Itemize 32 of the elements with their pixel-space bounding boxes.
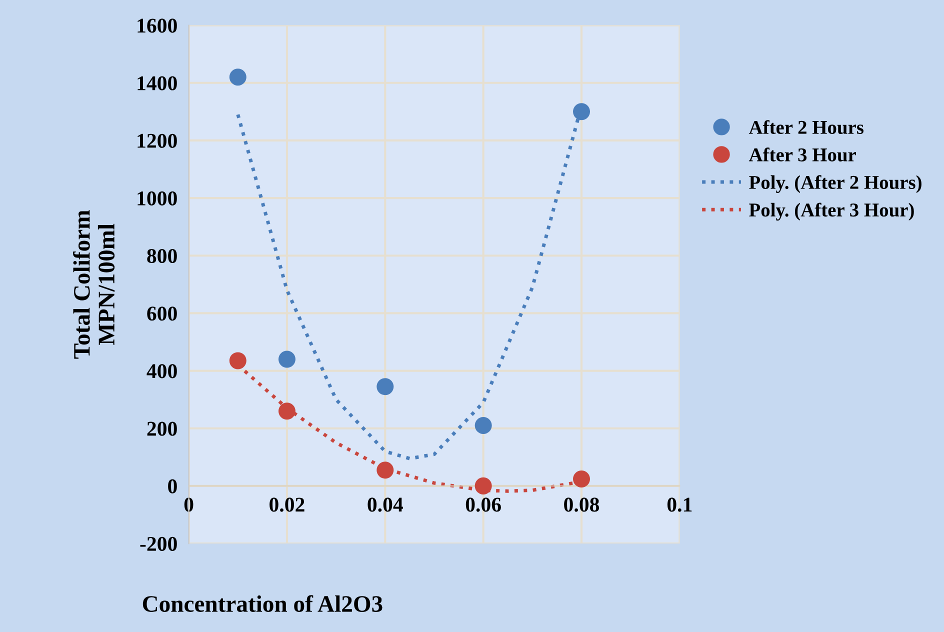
y-tick-label: 600 (147, 306, 177, 321)
y-tick-label: -200 (140, 536, 177, 551)
y-tick-label: 1600 (138, 18, 177, 33)
point (278, 350, 296, 368)
point (474, 477, 492, 494)
legend-label: After 2 Hours (748, 120, 864, 134)
y-tick-label: 1000 (138, 191, 177, 206)
x-tick-label: 0.06 (466, 498, 501, 512)
y-tick-label: 200 (147, 422, 177, 436)
point (573, 103, 590, 120)
x-axis-title: Concentration of Al2O3 (142, 595, 382, 612)
point (278, 402, 296, 420)
legend-label: After 3 Hour (748, 148, 856, 162)
y-tick-label: 800 (147, 248, 177, 264)
x-tick-label: 0 (184, 498, 194, 512)
point (474, 416, 492, 434)
point (376, 378, 394, 396)
y-tick-label: 0 (168, 479, 177, 494)
legend-label: Poly. (After 3 Hour) (749, 202, 914, 221)
x-tick-label: 0.08 (564, 498, 600, 512)
point (229, 68, 246, 86)
x-tick-label: 0.04 (368, 498, 403, 512)
point (376, 462, 394, 479)
x-tick-label: 0.1 (667, 498, 692, 512)
y-tick-label: 400 (146, 364, 177, 378)
x-tick-label: 0.02 (270, 498, 304, 512)
y-axis-title: Total Coliform MPN/100ml (73, 210, 115, 359)
y-tick-label: 1400 (138, 76, 177, 90)
legend-label: Poly. (After 2 Hours) (749, 175, 922, 193)
point (573, 470, 590, 488)
point (229, 352, 246, 370)
y-tick-label: 1200 (138, 134, 177, 148)
